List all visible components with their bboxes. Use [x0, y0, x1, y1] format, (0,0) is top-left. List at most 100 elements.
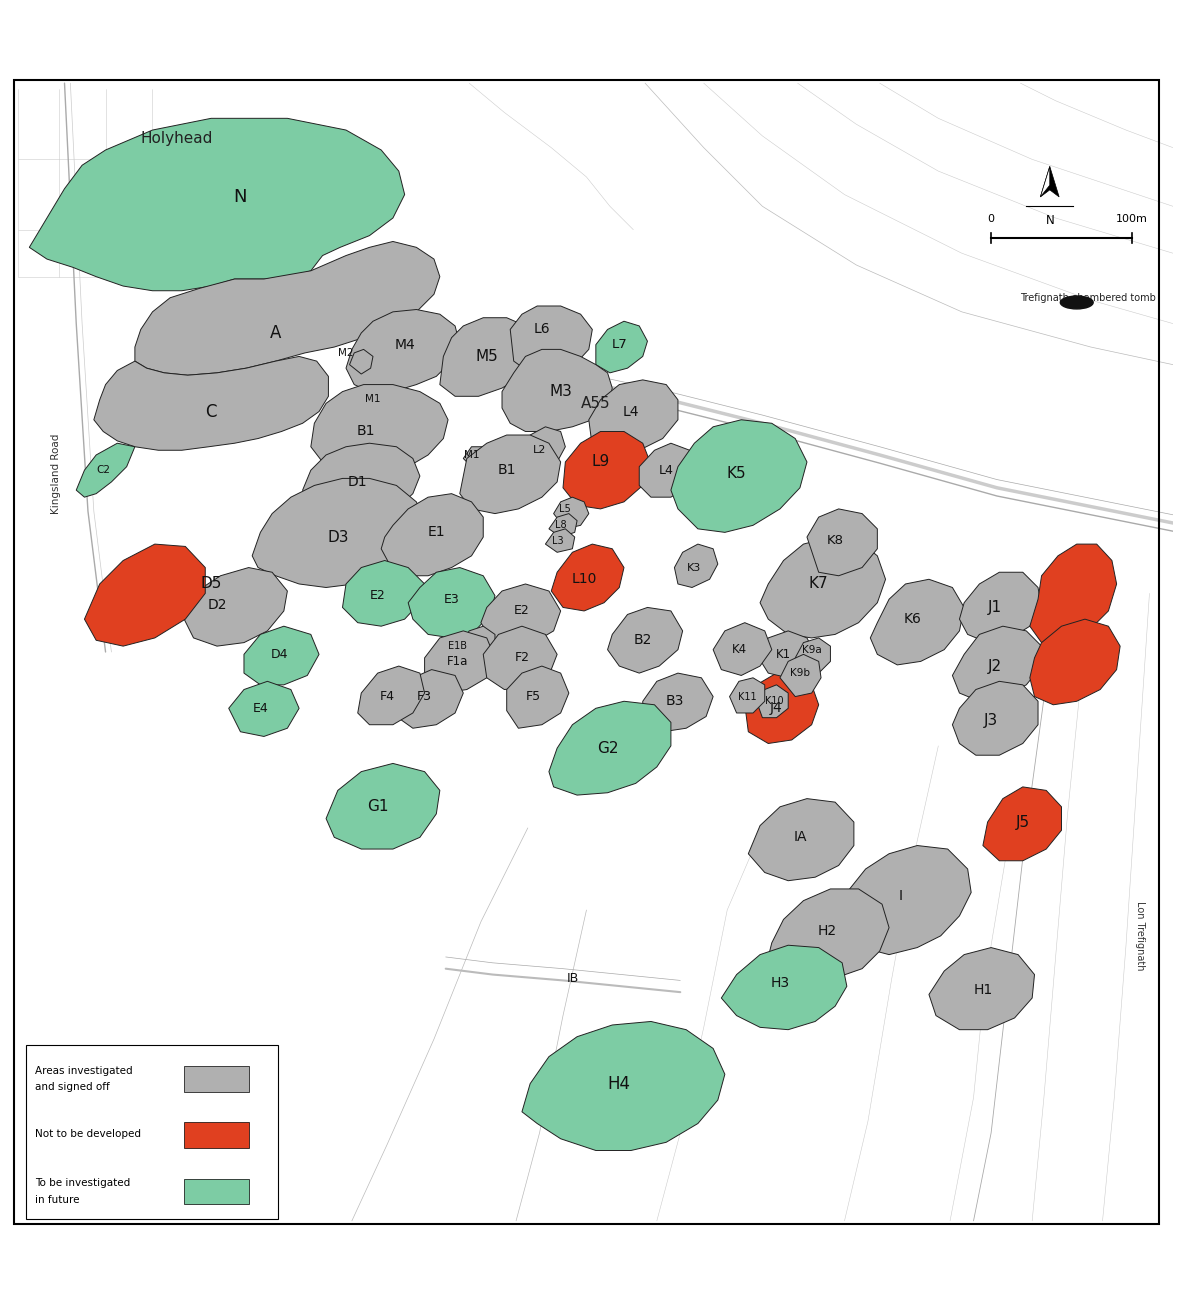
- Polygon shape: [350, 349, 373, 374]
- Text: L3: L3: [553, 536, 564, 545]
- Polygon shape: [310, 385, 448, 476]
- Polygon shape: [554, 497, 589, 529]
- Polygon shape: [303, 443, 420, 520]
- Text: H1: H1: [974, 983, 993, 996]
- Text: J5: J5: [1015, 815, 1030, 829]
- Text: E3: E3: [443, 593, 459, 606]
- Text: H4: H4: [608, 1074, 631, 1093]
- Polygon shape: [643, 673, 713, 732]
- Text: K1: K1: [776, 648, 791, 661]
- Polygon shape: [460, 626, 495, 664]
- Polygon shape: [960, 572, 1042, 643]
- Polygon shape: [952, 681, 1038, 755]
- Polygon shape: [730, 678, 765, 713]
- Polygon shape: [94, 356, 328, 450]
- FancyBboxPatch shape: [26, 1045, 278, 1218]
- Text: M4: M4: [395, 338, 415, 352]
- Text: in future: in future: [36, 1194, 80, 1205]
- Text: B1: B1: [497, 463, 516, 477]
- Text: K9b: K9b: [789, 668, 810, 678]
- Polygon shape: [424, 631, 495, 692]
- Polygon shape: [929, 948, 1034, 1030]
- Polygon shape: [252, 479, 424, 588]
- Polygon shape: [870, 579, 964, 665]
- Polygon shape: [640, 443, 698, 497]
- Polygon shape: [807, 509, 877, 576]
- Polygon shape: [589, 379, 678, 455]
- Text: L10: L10: [572, 572, 597, 587]
- Text: F2: F2: [515, 652, 529, 664]
- Polygon shape: [722, 945, 847, 1030]
- Text: L7: L7: [611, 338, 627, 351]
- Polygon shape: [464, 447, 483, 467]
- Text: M3: M3: [549, 385, 572, 399]
- Text: K10: K10: [765, 696, 784, 707]
- Text: D3: D3: [327, 529, 348, 545]
- Text: K11: K11: [738, 691, 756, 702]
- Text: Areas investigated: Areas investigated: [36, 1065, 133, 1076]
- Text: J1: J1: [988, 600, 1001, 615]
- Polygon shape: [408, 567, 495, 638]
- Polygon shape: [546, 529, 574, 553]
- Text: F1a: F1a: [447, 655, 468, 668]
- Text: E2: E2: [370, 589, 385, 602]
- Polygon shape: [549, 514, 577, 537]
- Text: IB: IB: [566, 971, 579, 985]
- Text: C: C: [206, 403, 216, 421]
- Text: J4: J4: [770, 702, 782, 716]
- Polygon shape: [182, 567, 288, 647]
- Polygon shape: [346, 309, 460, 391]
- Polygon shape: [510, 306, 592, 373]
- Text: K6: K6: [904, 612, 921, 626]
- Polygon shape: [1030, 619, 1120, 704]
- Text: E2: E2: [514, 605, 530, 618]
- Polygon shape: [608, 608, 682, 673]
- Polygon shape: [549, 702, 671, 795]
- Polygon shape: [522, 426, 565, 471]
- Text: K5: K5: [726, 467, 747, 481]
- Polygon shape: [370, 391, 390, 412]
- Text: C2: C2: [96, 466, 111, 475]
- Polygon shape: [674, 544, 718, 588]
- Text: L6: L6: [534, 322, 551, 336]
- Text: Trefignath chambered tomb: Trefignath chambered tomb: [1020, 293, 1157, 303]
- Text: Holyhead: Holyhead: [140, 130, 213, 146]
- Text: J2: J2: [988, 659, 1001, 674]
- Text: L4: L4: [659, 464, 674, 477]
- Text: E1: E1: [428, 526, 445, 540]
- Text: and signed off: and signed off: [36, 1082, 109, 1093]
- Text: IA: IA: [793, 831, 806, 844]
- Text: M5: M5: [476, 349, 498, 364]
- Polygon shape: [358, 666, 424, 725]
- Polygon shape: [134, 241, 440, 376]
- Polygon shape: [30, 119, 404, 291]
- Text: E1B: E1B: [448, 642, 467, 651]
- Polygon shape: [1040, 167, 1059, 197]
- Polygon shape: [1030, 544, 1116, 643]
- Text: M2: M2: [338, 348, 354, 357]
- Polygon shape: [795, 638, 830, 675]
- Text: N: N: [234, 188, 247, 206]
- Text: Lon Trefignath: Lon Trefignath: [1135, 901, 1145, 970]
- Polygon shape: [507, 666, 568, 728]
- Polygon shape: [952, 626, 1042, 702]
- Text: 0: 0: [988, 214, 995, 224]
- Text: K8: K8: [826, 535, 844, 548]
- Text: G1: G1: [367, 799, 389, 814]
- Polygon shape: [744, 673, 819, 743]
- Text: L4: L4: [623, 404, 640, 419]
- Polygon shape: [552, 544, 624, 612]
- Bar: [184, 1179, 249, 1205]
- Text: 100m: 100m: [1116, 214, 1147, 224]
- Text: To be investigated: To be investigated: [36, 1179, 131, 1188]
- Bar: [184, 1123, 249, 1148]
- Text: Not to be developed: Not to be developed: [36, 1129, 141, 1140]
- Text: H2: H2: [817, 925, 837, 938]
- Polygon shape: [835, 845, 971, 955]
- Text: D5: D5: [201, 576, 222, 592]
- Polygon shape: [983, 786, 1062, 861]
- Polygon shape: [382, 494, 483, 576]
- Polygon shape: [480, 584, 561, 647]
- Polygon shape: [244, 626, 319, 685]
- Text: L5: L5: [560, 503, 571, 514]
